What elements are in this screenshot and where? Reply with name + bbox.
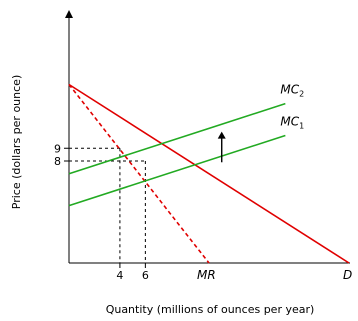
series-line-mc2 xyxy=(68,102,286,175)
y-tick-label-0: 9 xyxy=(54,142,61,155)
series-label-d: D xyxy=(343,268,352,282)
series-line-mr xyxy=(68,84,210,264)
series-label-mc1: MC1 xyxy=(280,115,304,131)
y-axis-title: Price (dollars per ounce) xyxy=(10,75,23,210)
shift-arrow-head xyxy=(217,131,226,139)
shift-arrow-layer xyxy=(217,131,226,163)
series-line-mc1 xyxy=(68,134,286,207)
guides-layer xyxy=(69,147,146,263)
x-axis-title: Quantity (millions of ounces per year) xyxy=(106,303,315,316)
x-tick-label-1: 6 xyxy=(142,269,149,282)
y-tick-label-1: 8 xyxy=(54,155,61,168)
series-label-mr: MR xyxy=(197,268,216,282)
ticks-layer: 4 6 98 xyxy=(54,142,149,282)
series-layer: D MR MC1 MC2 xyxy=(68,83,352,282)
series-line-d xyxy=(68,83,350,264)
x-tick-label-0: 4 xyxy=(116,269,123,282)
series-label-mc2: MC2 xyxy=(280,83,304,99)
